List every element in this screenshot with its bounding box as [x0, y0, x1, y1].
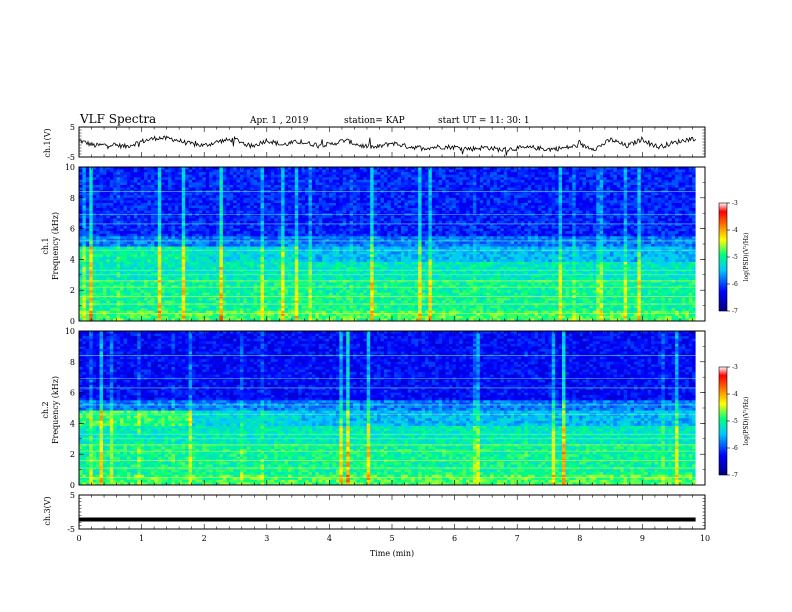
ch2-colorbar: -3 -4 -5 -6 -7 log(PSD)(V²/Hz) [719, 364, 750, 479]
colorbar-tick-label: -5 [732, 418, 738, 425]
ch1-spec-ylabel-channel: ch.1 [41, 237, 50, 254]
y-tick-label: -5 [67, 525, 75, 534]
y-tick-label: 8 [70, 358, 75, 367]
colorbar-tick-label: -3 [732, 364, 738, 371]
x-tick-label: 8 [577, 534, 582, 543]
ch2-spec-ylabel-channel: ch.2 [41, 401, 50, 418]
x-tick-label: 4 [327, 534, 332, 543]
x-tick-label: 2 [202, 534, 207, 543]
colorbar-tick-label: -6 [732, 281, 738, 288]
header-start-ut: start UT = 11: 30: 1 [438, 116, 530, 126]
ch3-waveform-panel: 5 -5 [67, 491, 705, 534]
colorbar-tick-label: -6 [732, 445, 738, 452]
x-tick-label: 0 [76, 534, 81, 543]
colorbar-tick-label: -3 [732, 200, 738, 207]
ch3-ylabel: ch.3(V) [43, 496, 52, 525]
ch2-colorbar-label: log(PSD)(V²/Hz) [743, 397, 750, 446]
ch1-colorbar-label: log(PSD)(V²/Hz) [743, 233, 750, 282]
ch1-ylabel: ch.1(V) [43, 128, 52, 157]
y-tick-label: 2 [70, 286, 75, 295]
y-tick-label: 0 [70, 317, 75, 326]
vlf-spectra-figure: VLF Spectra Apr. 1 , 2019 station= KAP s… [0, 0, 792, 612]
colorbar-tick-label: -7 [732, 472, 738, 479]
colorbar-tick-label: -7 [732, 308, 738, 315]
y-tick-label: 8 [70, 194, 75, 203]
colorbar-tick-label: -4 [732, 391, 738, 398]
x-tick-label: 9 [640, 534, 645, 543]
y-tick-label: 4 [70, 255, 75, 264]
x-tick-label: 5 [389, 534, 394, 543]
y-tick-label: 4 [70, 419, 75, 428]
y-tick-label: 10 [65, 163, 75, 172]
ch1-waveform-panel: 5 -5 [67, 123, 705, 162]
y-tick-label: 0 [70, 481, 75, 490]
time-axis: 0 1 2 3 4 5 6 7 8 9 10 Time (min) [76, 534, 710, 558]
y-tick-label: 6 [70, 389, 75, 398]
header-station: station= KAP [344, 116, 405, 126]
ch2-spec-ylabel-frequency: Frequency (kHz) [51, 376, 60, 444]
x-tick-label: 7 [515, 534, 520, 543]
y-tick-label: 10 [65, 327, 75, 336]
x-tick-label: 1 [139, 534, 144, 543]
y-tick-label: 6 [70, 225, 75, 234]
y-tick-label: 2 [70, 450, 75, 459]
y-tick-label: 5 [70, 123, 75, 132]
ch2-spectrogram-panel: 0 2 4 6 8 10 [65, 327, 705, 490]
x-tick-label: 6 [452, 534, 457, 543]
waveform-trace [79, 136, 696, 156]
colorbar-tick-label: -4 [732, 227, 738, 234]
ch1-spec-ylabel-frequency: Frequency (kHz) [51, 212, 60, 280]
panel-frame [79, 495, 705, 529]
x-tick-label: 3 [264, 534, 269, 543]
ch1-spectrogram-panel: 0 2 4 6 8 10 [65, 163, 705, 326]
colorbar-tick-label: -5 [732, 254, 738, 261]
header-date: Apr. 1 , 2019 [249, 116, 309, 126]
x-axis-label: Time (min) [370, 549, 414, 558]
y-tick-label: -5 [67, 153, 75, 162]
ch1-colorbar: -3 -4 -5 -6 -7 log(PSD)(V²/Hz) [719, 200, 750, 315]
y-tick-label: 5 [70, 491, 75, 500]
figure-title: VLF Spectra [79, 112, 156, 126]
x-tick-label: 10 [700, 534, 710, 543]
